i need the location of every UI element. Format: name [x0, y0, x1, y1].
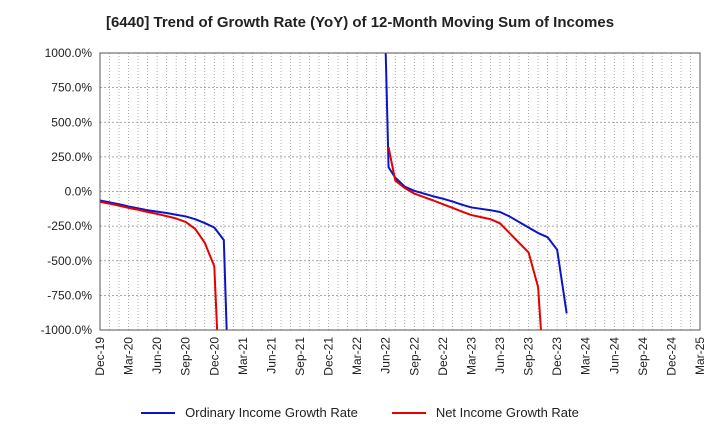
- x-tick-label: Mar-21: [236, 337, 250, 375]
- legend-label-net: Net Income Growth Rate: [435, 405, 579, 420]
- legend-label-ordinary: Ordinary Income Growth Rate: [185, 405, 358, 420]
- x-tick-label: Sep-20: [179, 337, 193, 376]
- x-tick-label: Mar-22: [350, 337, 364, 375]
- legend: Ordinary Income Growth Rate Net Income G…: [0, 405, 720, 420]
- x-tick-label: Mar-24: [579, 337, 593, 375]
- y-tick-label: 0.0%: [65, 185, 93, 199]
- x-tick-label: Mar-20: [122, 337, 136, 375]
- legend-item-net: Net Income Growth Rate: [391, 405, 579, 420]
- x-tick-label: Mar-23: [464, 337, 478, 375]
- x-tick-label: Dec-20: [207, 337, 221, 376]
- x-tick-label: Jun-20: [150, 337, 164, 374]
- x-tick-label: Dec-24: [664, 337, 678, 376]
- y-tick-label: -500.0%: [47, 254, 92, 268]
- x-tick-label: Sep-23: [522, 337, 536, 376]
- y-tick-label: 750.0%: [51, 81, 92, 95]
- chart-title: [6440] Trend of Growth Rate (YoY) of 12-…: [105, 14, 615, 31]
- plot-frame: [99, 52, 701, 331]
- x-tick-label: Sep-24: [636, 337, 650, 376]
- x-tick-label: Jun-22: [379, 337, 393, 374]
- legend-item-ordinary: Ordinary Income Growth Rate: [141, 405, 358, 420]
- x-tick-label: Jun-24: [607, 337, 621, 374]
- legend-swatch-net: [391, 411, 426, 414]
- x-axis-ticks: Dec-19 Mar-20 Jun-20 Sep-20 Dec-20 Mar-21 Jun-…: [93, 337, 707, 376]
- y-tick-label: 250.0%: [51, 150, 92, 164]
- legend-swatch-ordinary: [141, 411, 176, 414]
- y-tick-label: 1000.0%: [45, 46, 93, 60]
- y-tick-label: 500.0%: [51, 115, 92, 129]
- x-tick-label: Dec-21: [322, 337, 336, 376]
- x-tick-label: Mar-25: [693, 337, 707, 375]
- x-tick-label: Dec-22: [436, 337, 450, 376]
- series-layer: [100, 53, 568, 330]
- y-axis-ticks: 1000.0% 750.0% 500.0% 250.0% 0.0% -250.0% -500…: [41, 46, 93, 337]
- y-tick-label: -750.0%: [47, 288, 92, 302]
- x-tick-label: Jun-21: [264, 337, 278, 374]
- x-tick-label: Jun-23: [493, 337, 507, 374]
- x-tick-label: Sep-22: [407, 337, 421, 376]
- x-tick-label: Sep-21: [293, 337, 307, 376]
- grid-layer: [100, 53, 700, 330]
- series-line-ordinary-income: [100, 53, 568, 330]
- y-tick-label: -250.0%: [47, 219, 92, 233]
- y-tick-label: -1000.0%: [41, 323, 93, 337]
- series-line-net-income: [100, 146, 542, 330]
- x-tick-label: Dec-19: [93, 337, 107, 376]
- x-tick-label: Dec-23: [550, 337, 564, 376]
